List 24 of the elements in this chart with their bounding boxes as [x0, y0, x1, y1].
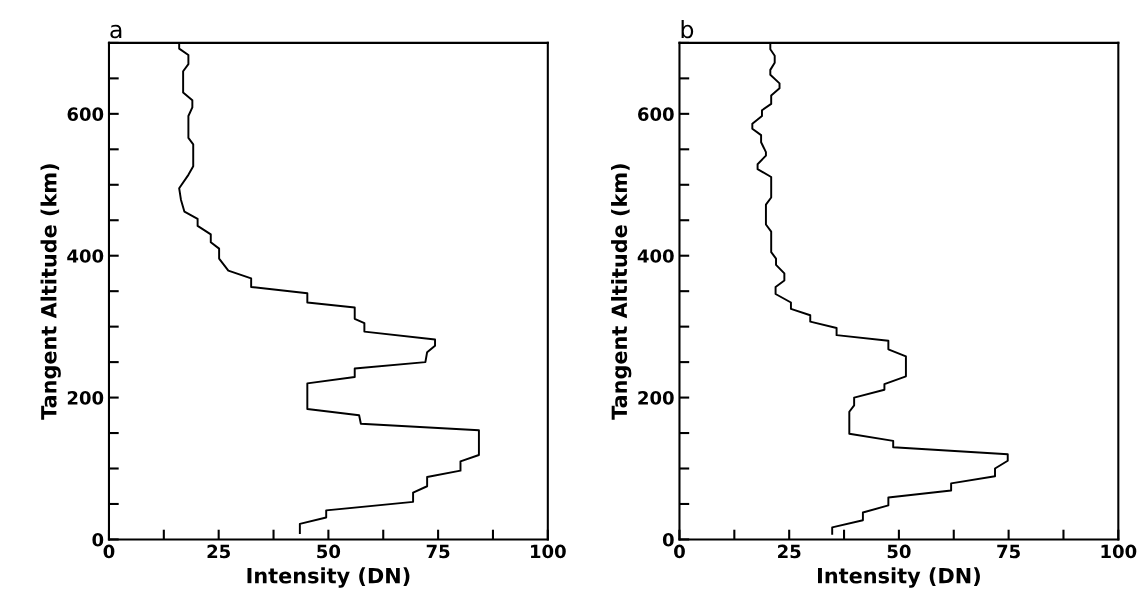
x-tick-label: 0	[674, 544, 685, 559]
x-tick-label: 50	[317, 544, 341, 559]
x-tick-label: 25	[207, 544, 230, 559]
x-tick-label: 25	[778, 544, 801, 559]
y-tick-label: 200	[638, 391, 674, 405]
y-axis-title: Tangent Altitude (km)	[611, 164, 632, 420]
x-axis-title: Intensity (DN)	[247, 567, 410, 588]
y-tick-label: 400	[637, 249, 674, 263]
x-tick-label: 75	[997, 544, 1020, 559]
y-tick-label: 0	[92, 532, 104, 547]
text: a	[110, 24, 122, 39]
x-tick-label: 75	[426, 544, 450, 559]
text: b	[681, 20, 694, 39]
x-tick-label: 100	[531, 544, 566, 559]
x-tick-label: 50	[887, 544, 911, 559]
x-axis-title: Intensity (DN)	[818, 567, 980, 588]
y-tick-label: 200	[67, 391, 104, 405]
y-tick-label: 600	[67, 107, 104, 121]
x-tick-label: 100	[1101, 544, 1137, 559]
y-tick-label: 400	[67, 249, 104, 263]
y-axis-title: Tangent Altitude (km)	[40, 164, 61, 420]
y-tick-label: 600	[638, 107, 674, 121]
x-tick-label: 0	[103, 544, 115, 559]
y-tick-label: 0	[662, 532, 674, 547]
